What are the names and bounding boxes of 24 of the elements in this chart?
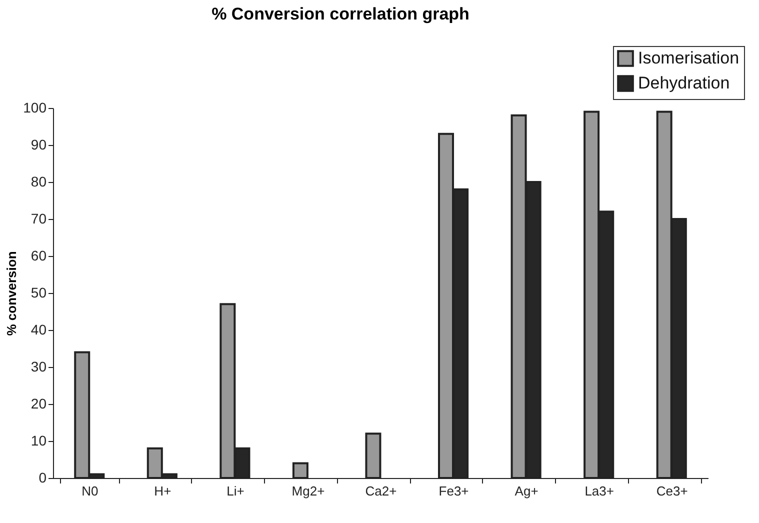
x-tick-label: Mg2+ — [292, 484, 325, 498]
y-tick-label: 10 — [30, 432, 47, 448]
y-tick-label: 0 — [38, 470, 47, 486]
y-tick-label: 20 — [30, 396, 47, 412]
legend-label: Isomerisation — [638, 48, 740, 68]
x-tick-label: Ca2+ — [365, 484, 397, 498]
x-tick-label: La3+ — [584, 484, 614, 498]
x-tick-label: H+ — [154, 484, 172, 498]
x-tick-label: Fe3+ — [438, 484, 469, 498]
y-tick-label: 80 — [30, 174, 47, 190]
y-tick-label: 100 — [23, 100, 47, 116]
x-tick-label: Ce3+ — [656, 484, 688, 498]
y-axis-title: % conversion — [4, 251, 20, 336]
x-tick-label: N0 — [82, 484, 98, 498]
y-tick-label: 90 — [30, 136, 47, 152]
chart-title: % Conversion correlation graph — [212, 4, 470, 24]
y-tick-label: 60 — [30, 248, 47, 264]
y-tick-label: 50 — [30, 284, 47, 300]
x-tick-label: Ag+ — [514, 484, 538, 498]
x-tick-label: Li+ — [226, 484, 244, 498]
legend-label: Dehydration — [638, 74, 730, 92]
y-tick-label: 30 — [30, 358, 47, 374]
y-tick-label: 40 — [30, 322, 47, 338]
y-tick-label: 70 — [30, 210, 47, 226]
